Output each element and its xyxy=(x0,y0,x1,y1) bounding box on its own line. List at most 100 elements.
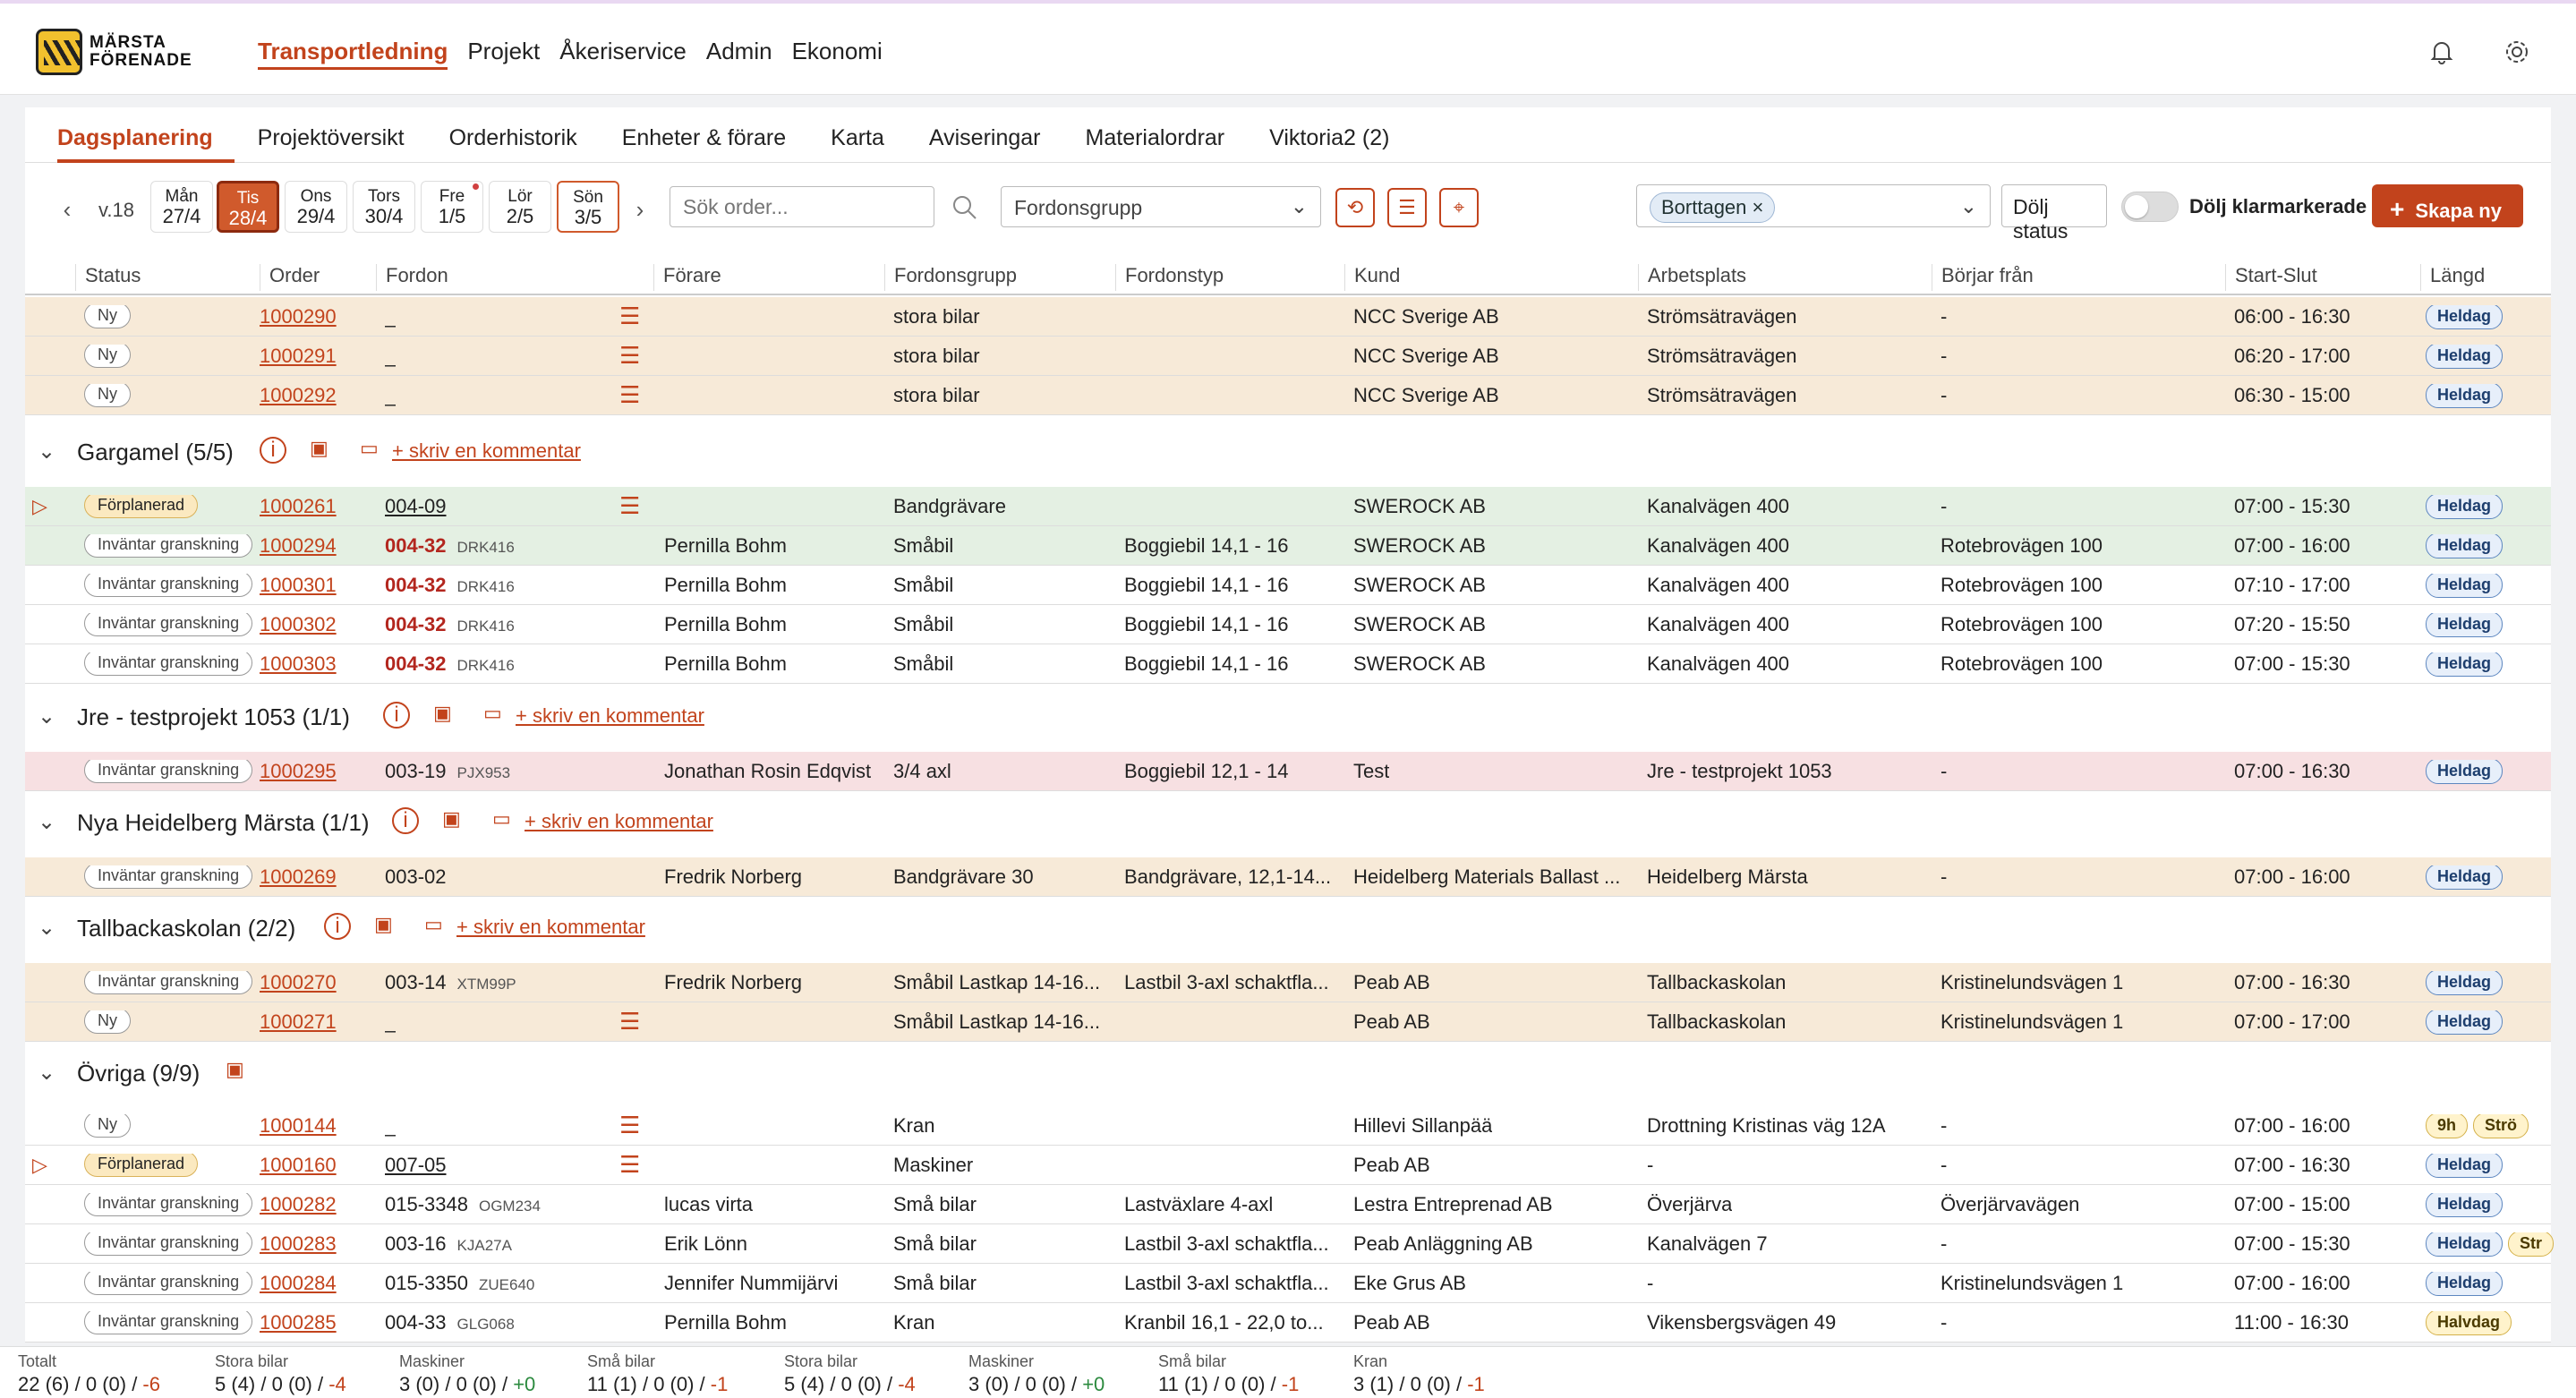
vehicle-number[interactable]: 003-14 xyxy=(385,971,447,993)
order-link[interactable]: 1000282 xyxy=(260,1193,337,1215)
add-comment-link[interactable]: + skriv en kommentar xyxy=(456,916,645,938)
create-new-button[interactable]: + Skapa ny xyxy=(2372,184,2523,227)
col-vehicle-type[interactable]: Fordonstyp xyxy=(1115,264,1224,291)
list-icon[interactable]: ☰ xyxy=(619,345,641,365)
vehicle-number[interactable]: 015-3350 xyxy=(385,1272,468,1294)
send-icon[interactable]: ▷ xyxy=(32,495,47,517)
table-row[interactable]: Inväntar granskning 1000282 015-3348 OGM234… xyxy=(25,1185,2551,1224)
calendar-icon[interactable]: ▣ xyxy=(433,702,452,724)
close-icon[interactable]: × xyxy=(1752,196,1764,218)
vehicle-cell[interactable]: _ xyxy=(385,1010,396,1034)
table-row[interactable]: ▷ Förplanerad 1000160 007-05 ☰ Maskiner Peab A… xyxy=(25,1146,2551,1185)
vehicle-cell[interactable]: 007-05 xyxy=(385,1154,447,1177)
vehicle-number[interactable]: 003-02 xyxy=(385,865,447,888)
order-link[interactable]: 1000290 xyxy=(260,305,337,328)
vehicle-cell[interactable]: 004-32 DRK416 xyxy=(385,613,515,636)
vehicle-number[interactable]: _ xyxy=(385,384,397,406)
vehicle-cell[interactable]: 003-02 xyxy=(385,865,447,889)
info-icon[interactable]: i xyxy=(392,807,419,834)
add-comment-link[interactable]: + skriv en kommentar xyxy=(516,704,704,727)
tab-enheter-forare[interactable]: Enheter & förare xyxy=(621,125,787,150)
table-row[interactable]: Inväntar granskning 1000283 003-16 KJA27A Er… xyxy=(25,1224,2555,1264)
col-driver[interactable]: Förare xyxy=(653,264,721,291)
next-week-button[interactable]: › xyxy=(635,196,644,223)
list-icon[interactable]: ☰ xyxy=(619,1011,641,1031)
tab-aviseringar[interactable]: Aviseringar xyxy=(928,125,1041,150)
info-icon[interactable]: i xyxy=(324,913,351,940)
col-length[interactable]: Längd xyxy=(2420,264,2485,291)
comment-icon[interactable]: ▭ xyxy=(483,702,502,724)
vehicle-group-select[interactable]: Fordonsgrupp ⌄ xyxy=(1001,186,1321,227)
history-icon[interactable]: ⟲ xyxy=(1335,188,1375,227)
vehicle-number[interactable]: _ xyxy=(385,1010,397,1033)
nav-admin[interactable]: Admin xyxy=(705,38,772,64)
order-link[interactable]: 1000302 xyxy=(260,613,337,635)
vehicle-number[interactable]: 004-33 xyxy=(385,1311,447,1334)
nav-transportledning[interactable]: Transportledning xyxy=(258,38,448,70)
order-link[interactable]: 1000144 xyxy=(260,1114,337,1137)
logo[interactable]: MÄRSTA FÖRENADE xyxy=(36,27,206,77)
list-icon[interactable]: ☰ xyxy=(619,496,641,516)
list-icon[interactable]: ☰ xyxy=(619,306,641,326)
table-row[interactable]: Inväntar granskning 1000302 004-32 DRK416 Pe… xyxy=(25,605,2551,644)
vehicle-cell[interactable]: 015-3350 ZUE640 xyxy=(385,1272,534,1295)
vehicle-number[interactable]: 004-32 xyxy=(385,652,447,675)
vehicle-number[interactable]: 004-09 xyxy=(385,495,447,517)
tab-viktoria2[interactable]: Viktoria2 (2) xyxy=(1269,125,1390,150)
vehicle-number[interactable]: 004-32 xyxy=(385,534,447,557)
order-link[interactable]: 1000160 xyxy=(260,1154,337,1176)
day-thu[interactable]: Tors 30/4 xyxy=(353,181,415,233)
list-icon[interactable]: ☰ xyxy=(1387,188,1427,227)
col-order[interactable]: Order xyxy=(260,264,320,291)
nav-ekonomi[interactable]: Ekonomi xyxy=(791,38,883,64)
table-row[interactable]: Inväntar granskning 1000303 004-32 DRK416 Pe… xyxy=(25,644,2551,684)
day-fri[interactable]: Fre 1/5 xyxy=(421,181,483,233)
vehicle-cell[interactable]: _ xyxy=(385,1114,396,1138)
table-row[interactable]: Inväntar granskning 1000294 004-32 DRK416 Pe… xyxy=(25,526,2551,566)
search-input[interactable] xyxy=(670,186,934,227)
order-link[interactable]: 1000270 xyxy=(260,971,337,993)
list-icon[interactable]: ☰ xyxy=(619,1115,641,1135)
day-sat[interactable]: Lör 2/5 xyxy=(489,181,551,233)
table-row[interactable]: Inväntar granskning 1000301 004-32 DRK416 Pe… xyxy=(25,566,2551,605)
calendar-icon[interactable]: ▣ xyxy=(226,1058,244,1080)
tab-materialordrar[interactable]: Materialordrar xyxy=(1085,125,1225,150)
info-icon[interactable]: i xyxy=(260,437,286,464)
nav-projekt[interactable]: Projekt xyxy=(467,38,541,64)
day-sun[interactable]: Sön 3/5 xyxy=(557,181,619,233)
order-link[interactable]: 1000301 xyxy=(260,574,337,596)
nav-akeriservice[interactable]: Åkeriservice xyxy=(559,38,687,64)
order-link[interactable]: 1000285 xyxy=(260,1311,337,1334)
table-row[interactable]: Ny 1000271 _ ☰ Småbil Lastkap 14-16... Peab A… xyxy=(25,1002,2551,1042)
tab-projektoversikt[interactable]: Projektöversikt xyxy=(257,125,405,150)
add-comment-link[interactable]: + skriv en kommentar xyxy=(525,810,713,832)
table-row[interactable]: ▷ Förplanerad 1000261 004-09 ☰ Bandgrävare SWE… xyxy=(25,487,2551,526)
col-status[interactable]: Status xyxy=(75,264,141,291)
vehicle-number[interactable]: _ xyxy=(385,345,397,367)
list-icon[interactable]: ☰ xyxy=(619,385,641,405)
table-row[interactable]: Inväntar granskning 1000284 015-3350 ZUE640… xyxy=(25,1264,2551,1303)
calendar-icon[interactable]: ▣ xyxy=(310,437,328,459)
chevron-down-icon[interactable]: ⌄ xyxy=(38,704,56,729)
col-vehicle-group[interactable]: Fordonsgrupp xyxy=(884,264,1017,291)
order-link[interactable]: 1000271 xyxy=(260,1010,337,1033)
comment-icon[interactable]: ▭ xyxy=(492,807,511,830)
col-site[interactable]: Arbetsplats xyxy=(1638,264,1746,291)
order-link[interactable]: 1000292 xyxy=(260,384,337,406)
vehicle-cell[interactable]: 015-3348 OGM234 xyxy=(385,1193,541,1216)
vehicle-number[interactable]: 004-32 xyxy=(385,574,447,596)
comment-icon[interactable]: ▭ xyxy=(424,913,443,935)
order-link[interactable]: 1000283 xyxy=(260,1232,337,1255)
prev-week-button[interactable]: ‹ xyxy=(63,196,72,223)
order-link[interactable]: 1000284 xyxy=(260,1272,337,1294)
vehicle-cell[interactable]: 004-32 DRK416 xyxy=(385,574,515,597)
vehicle-number[interactable]: 007-05 xyxy=(385,1154,447,1176)
vehicle-number[interactable]: 003-19 xyxy=(385,760,447,782)
col-time[interactable]: Start-Slut xyxy=(2225,264,2317,291)
vehicle-cell[interactable]: 003-16 KJA27A xyxy=(385,1232,512,1256)
send-icon[interactable]: ▷ xyxy=(32,1154,47,1176)
vehicle-number[interactable]: _ xyxy=(385,1114,397,1137)
add-comment-link[interactable]: + skriv en kommentar xyxy=(392,439,581,462)
day-mon[interactable]: Mån 27/4 xyxy=(150,181,213,233)
table-row[interactable]: Inväntar granskning 1000285 004-33 GLG068 Pe… xyxy=(25,1303,2551,1343)
